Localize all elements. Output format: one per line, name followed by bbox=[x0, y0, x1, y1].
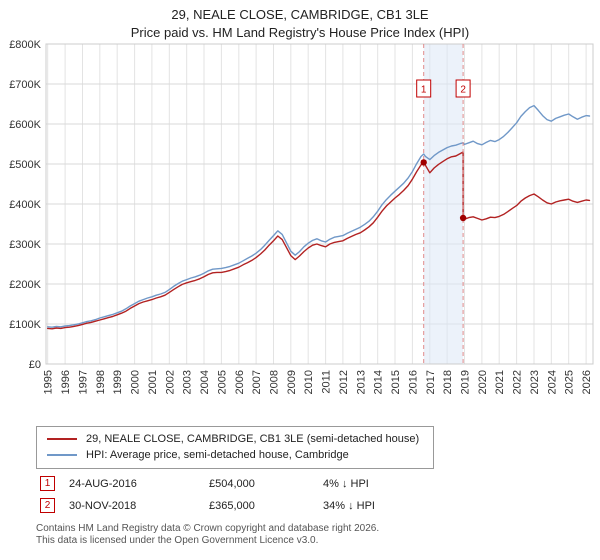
x-tick-label: 2014 bbox=[373, 370, 385, 394]
x-tick-label: 2018 bbox=[442, 370, 454, 394]
annotation-2-hpi-diff: 34% ↓ HPI bbox=[323, 499, 375, 512]
y-tick-label: £200K bbox=[9, 279, 41, 291]
annotation-1-hpi-diff: 4% ↓ HPI bbox=[323, 477, 369, 490]
annotation-2-price: £365,000 bbox=[209, 499, 255, 512]
y-tick-label: £500K bbox=[9, 159, 41, 171]
annotation-2-date: 30-NOV-2018 bbox=[69, 499, 137, 512]
annotation-1-date: 24-AUG-2016 bbox=[69, 477, 137, 490]
x-tick-label: 2011 bbox=[321, 370, 333, 394]
annotation-2: 2 30-NOV-2018 £365,000 34% ↓ HPI bbox=[40, 498, 600, 513]
annotation-1-flag: 1 bbox=[40, 476, 55, 491]
sale-annotations: 1 24-AUG-2016 £504,000 4% ↓ HPI 2 30-NOV… bbox=[0, 476, 600, 513]
legend-item-property: 29, NEALE CLOSE, CAMBRIDGE, CB1 3LE (sem… bbox=[47, 431, 419, 447]
y-tick-label: £0 bbox=[29, 359, 41, 371]
event-flag-2 bbox=[455, 79, 471, 98]
x-tick-label: 2001 bbox=[147, 370, 159, 394]
plot-border bbox=[45, 43, 594, 365]
x-tick-label: 2010 bbox=[303, 370, 315, 394]
y-tick-label: £400K bbox=[9, 199, 41, 211]
x-tick-label: 2015 bbox=[390, 370, 402, 394]
x-tick-label: 2024 bbox=[546, 370, 558, 394]
x-tick-label: 2005 bbox=[216, 370, 228, 394]
y-tick-label: £600K bbox=[9, 119, 41, 131]
annotation-1: 1 24-AUG-2016 £504,000 4% ↓ HPI bbox=[40, 476, 600, 491]
license-footer: Contains HM Land Registry data © Crown c… bbox=[36, 523, 600, 547]
annotation-2-flag: 2 bbox=[40, 498, 55, 513]
x-tick-label: 2008 bbox=[269, 370, 281, 394]
x-tick-label: 2021 bbox=[494, 370, 506, 394]
sale-marker bbox=[420, 159, 427, 166]
x-tick-label: 2022 bbox=[512, 370, 524, 394]
page-title: 29, NEALE CLOSE, CAMBRIDGE, CB1 3LE bbox=[171, 7, 429, 22]
x-tick-label: 2004 bbox=[199, 370, 211, 394]
x-tick-label: 2017 bbox=[425, 370, 437, 394]
x-tick-label: 2026 bbox=[581, 370, 593, 394]
x-tick-label: 2025 bbox=[564, 370, 576, 394]
hpi-line-swatch bbox=[47, 454, 77, 456]
x-tick-label: 2019 bbox=[460, 370, 472, 394]
page-subtitle: Price paid vs. HM Land Registry's House … bbox=[130, 25, 470, 40]
legend: 29, NEALE CLOSE, CAMBRIDGE, CB1 3LE (sem… bbox=[36, 426, 435, 469]
x-tick-label: 2007 bbox=[251, 370, 263, 394]
x-tick-label: 1999 bbox=[112, 370, 124, 394]
property-line-swatch bbox=[47, 438, 77, 440]
y-tick-label: £700K bbox=[9, 79, 41, 91]
x-tick-label: 2020 bbox=[477, 370, 489, 394]
x-tick-label: 2000 bbox=[130, 370, 142, 394]
event-flag-label-1: 1 bbox=[421, 85, 427, 96]
x-tick-label: 1998 bbox=[95, 370, 107, 394]
legend-item-hpi: HPI: Average price, semi-detached house,… bbox=[47, 447, 419, 463]
x-tick-label: 2009 bbox=[286, 370, 298, 394]
y-tick-label: £100K bbox=[9, 319, 41, 331]
event-flag-label-2: 2 bbox=[460, 85, 466, 96]
y-tick-label: £300K bbox=[9, 239, 41, 251]
x-tick-label: 2012 bbox=[338, 370, 350, 394]
price-chart: 1995 1996 1997 1998 1999 2000 2001 2002 2003 2004… bbox=[9, 40, 594, 394]
series-line-hpi bbox=[47, 104, 591, 328]
event-flag-1 bbox=[416, 79, 432, 98]
legend-hpi-label: HPI: Average price, semi-detached house,… bbox=[86, 449, 349, 461]
x-tick-label: 2006 bbox=[234, 370, 246, 394]
footer-line-1: Contains HM Land Registry data © Crown c… bbox=[36, 523, 380, 534]
x-tick-label: 1995 bbox=[43, 370, 55, 394]
annotation-1-price: £504,000 bbox=[209, 477, 255, 490]
x-tick-label: 2013 bbox=[355, 370, 367, 394]
y-tick-label: £800K bbox=[9, 40, 41, 51]
footer-line-2: This data is licensed under the Open Gov… bbox=[36, 535, 319, 546]
x-tick-label: 1997 bbox=[78, 370, 90, 394]
x-tick-label: 2023 bbox=[529, 370, 541, 394]
x-tick-label: 2002 bbox=[164, 370, 176, 394]
x-tick-label: 1996 bbox=[60, 370, 72, 394]
x-tick-label: 2003 bbox=[182, 370, 194, 394]
legend-property-label: 29, NEALE CLOSE, CAMBRIDGE, CB1 3LE (sem… bbox=[86, 433, 420, 445]
x-tick-label: 2016 bbox=[407, 370, 419, 394]
sale-marker bbox=[459, 214, 467, 222]
series-line-price-paid bbox=[47, 151, 591, 330]
